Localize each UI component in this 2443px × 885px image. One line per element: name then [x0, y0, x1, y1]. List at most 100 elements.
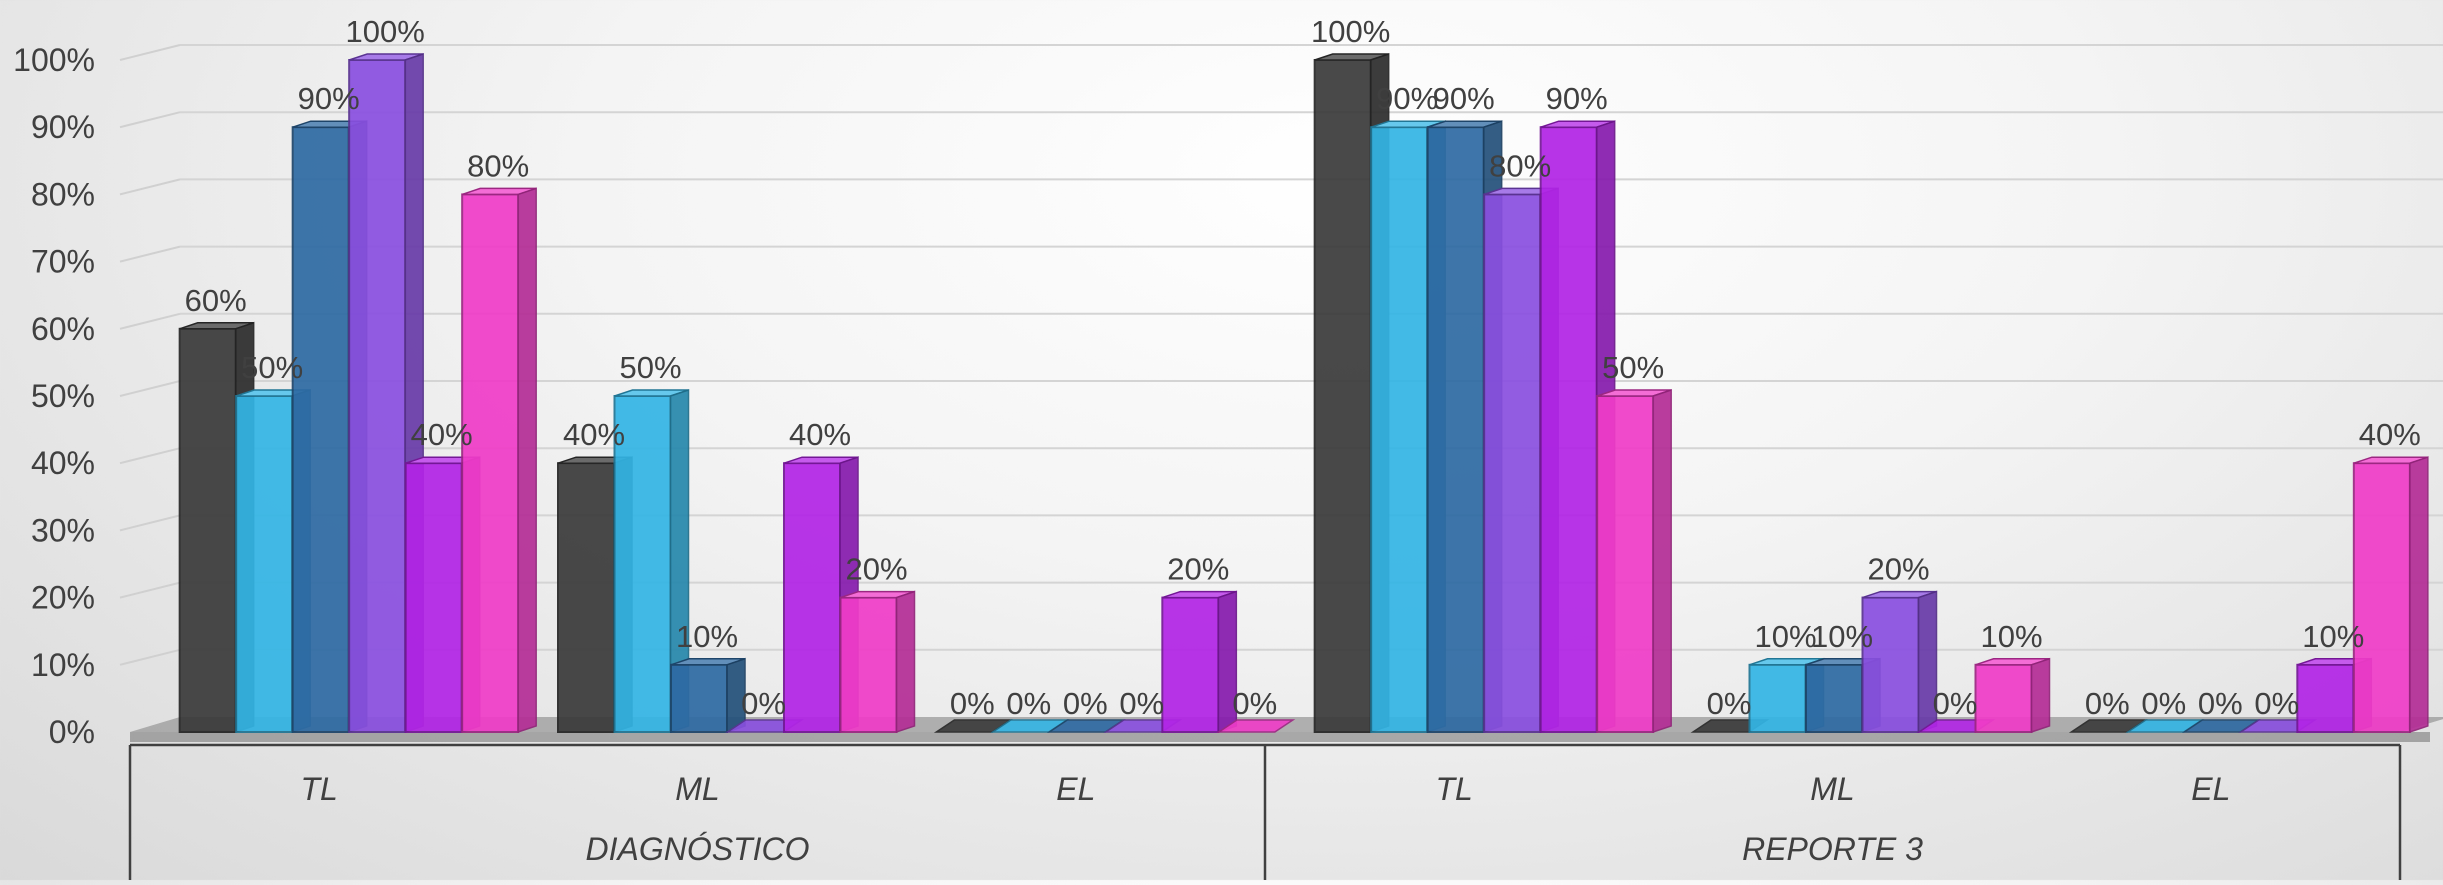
data-label: 40% [411, 417, 473, 452]
gridline-depth [119, 44, 181, 61]
bar-front [404, 462, 463, 733]
data-label: 90% [1546, 81, 1608, 116]
data-label: 100% [1311, 14, 1390, 49]
category-label: ML [1810, 771, 1854, 807]
bar-front [2352, 462, 2411, 733]
data-label: 20% [1867, 552, 1929, 587]
data-label: 10% [676, 619, 738, 654]
data-labels-layer: 60%50%90%100%40%80%40%50%10%0%40%20%0% 0%… [185, 14, 2421, 721]
gridline-depth [119, 312, 181, 330]
y-tick-label: 50% [31, 378, 95, 414]
category-label: TL [300, 771, 337, 807]
bar-front [1161, 596, 1220, 733]
category-label: EL [1056, 771, 1095, 807]
bar-front [235, 395, 294, 733]
data-label: 10% [1980, 619, 2042, 654]
y-tick-label: 0% [49, 714, 95, 750]
data-label: 10% [1811, 619, 1873, 654]
y-tick-label: 40% [31, 445, 95, 481]
bar-front [291, 126, 350, 733]
y-tick-label: 20% [31, 580, 95, 616]
data-label: 0% [1933, 686, 1978, 721]
axis-layer: 0%10%20%30%40%50%60%70%80%90%100%TL ML ELD… [13, 42, 2402, 880]
data-label: 40% [789, 417, 851, 452]
data-label: 50% [241, 350, 303, 385]
group-label: REPORTE 3 [1742, 831, 1923, 867]
data-label: 20% [845, 552, 907, 587]
data-label: 90% [1433, 81, 1495, 116]
data-label: 40% [563, 417, 625, 452]
y-tick-label: 10% [31, 647, 95, 683]
bars-layer [178, 52, 2429, 734]
data-label: 0% [2254, 686, 2299, 721]
bar [1161, 590, 1238, 734]
gridline-depth [119, 447, 181, 465]
data-label: 100% [346, 14, 425, 49]
data-label: 40% [2359, 417, 2421, 452]
y-tick-label: 80% [31, 176, 95, 212]
y-tick-label: 100% [13, 42, 95, 78]
data-label: 20% [1167, 552, 1229, 587]
bar-front [2296, 663, 2355, 733]
bar-front [1426, 126, 1485, 733]
bar-flat [1216, 719, 1296, 733]
bar [461, 187, 537, 734]
data-label: 0% [1063, 686, 1108, 721]
data-label: 10% [1754, 619, 1816, 654]
bar-front [1596, 395, 1655, 733]
bar-front [670, 663, 728, 733]
data-label: 50% [619, 350, 681, 385]
bar-front [839, 596, 898, 733]
bar-front [178, 327, 237, 733]
category-label: EL [2191, 771, 2230, 807]
gridline-depth [119, 245, 181, 263]
bar-side [517, 187, 537, 734]
bar-front [1370, 126, 1429, 733]
bar-front [1748, 663, 1807, 733]
bar-front [1861, 596, 1920, 733]
group-label: DIAGNÓSTICO [585, 831, 809, 867]
gridline-depth [119, 648, 181, 666]
y-tick-label: 60% [31, 311, 95, 347]
data-label: 0% [2085, 686, 2130, 721]
data-label: 0% [950, 686, 995, 721]
bar-side [895, 590, 916, 734]
data-label: 50% [1602, 350, 1664, 385]
bar [839, 590, 916, 734]
y-tick-label: 30% [31, 512, 95, 548]
data-label: 60% [185, 283, 247, 318]
data-label: 90% [1376, 81, 1438, 116]
bar-front [1483, 193, 1542, 733]
data-label: 0% [1119, 686, 1164, 721]
bar [1974, 657, 2051, 734]
bar [2296, 657, 2373, 734]
data-label: 90% [298, 81, 360, 116]
y-tick-label: 70% [31, 244, 95, 280]
gridline-depth [119, 514, 181, 532]
category-label: TL [1435, 771, 1472, 807]
data-label: 80% [1489, 148, 1551, 183]
bar [1216, 719, 1296, 733]
bar-front [1974, 663, 2033, 733]
bar [1596, 388, 1672, 734]
gridline-depth [119, 111, 181, 129]
y-tick-label: 90% [31, 109, 95, 145]
bar-front [557, 462, 615, 733]
data-label: 0% [2141, 686, 2186, 721]
bar [2352, 456, 2429, 734]
bar-side [2030, 657, 2051, 734]
bar-front [1313, 59, 1372, 733]
gridline-depth [119, 581, 181, 599]
bar [1861, 590, 1938, 734]
data-label: 0% [741, 686, 786, 721]
bar-side [2409, 456, 2429, 734]
data-label: 10% [2302, 619, 2364, 654]
bar-side [1652, 388, 1672, 734]
data-label: 0% [1006, 686, 1051, 721]
bar-front [1805, 663, 1863, 733]
data-label: 80% [467, 148, 529, 183]
bar-front [783, 462, 841, 733]
data-label: 0% [2198, 686, 2243, 721]
